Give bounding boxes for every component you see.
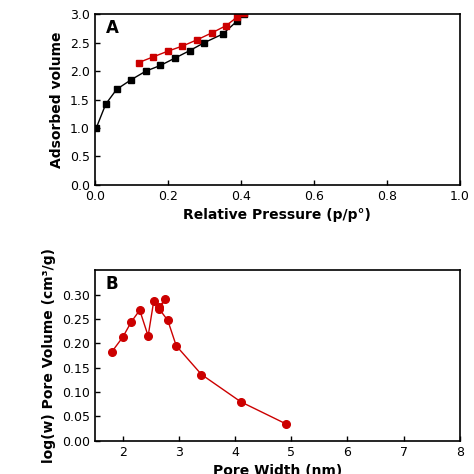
Text: A: A xyxy=(106,19,118,37)
Y-axis label: Adsorbed volume: Adsorbed volume xyxy=(50,31,64,168)
X-axis label: Relative Pressure (p/p°): Relative Pressure (p/p°) xyxy=(183,208,371,222)
Text: B: B xyxy=(106,275,118,293)
X-axis label: Pore Width (nm): Pore Width (nm) xyxy=(213,464,342,474)
Y-axis label: log(w) Pore Volume (cm³/g): log(w) Pore Volume (cm³/g) xyxy=(42,248,56,463)
